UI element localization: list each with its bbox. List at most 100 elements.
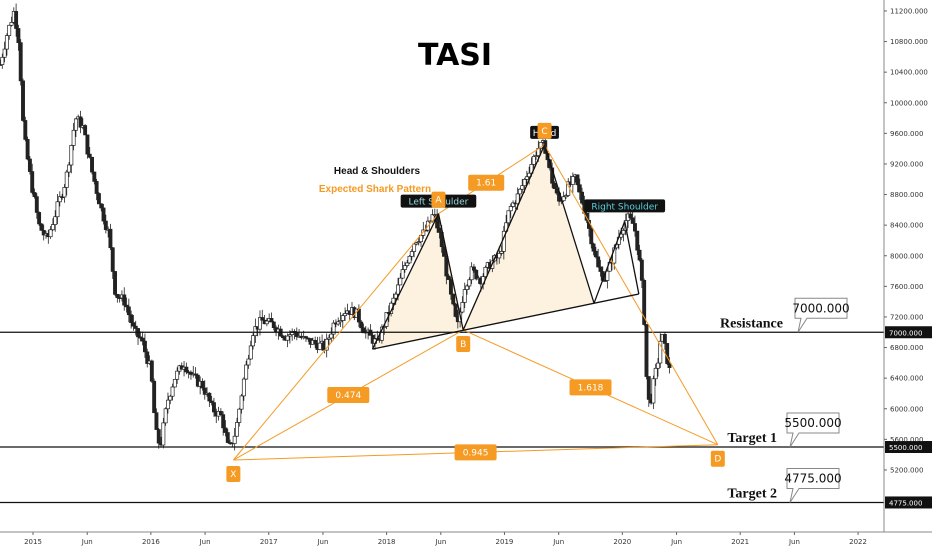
candle-body: [511, 202, 515, 207]
candle-body: [78, 116, 83, 128]
point-label-c: C: [541, 127, 547, 137]
candle-body: [598, 266, 603, 272]
y-tick-label: 5600.000: [890, 436, 923, 444]
candle-body: [515, 193, 520, 205]
candle-body: [448, 279, 453, 295]
candle-body: [402, 265, 407, 270]
x-tick-label: Jun: [670, 538, 682, 546]
x-tick-label: Jun: [199, 538, 211, 546]
candle-body: [161, 422, 166, 446]
candle-body: [469, 266, 474, 281]
y-tick-label: 6000.000: [890, 405, 923, 413]
candle-body: [324, 338, 329, 351]
candle-body: [331, 322, 336, 335]
y-tick-label: 8000.000: [890, 252, 923, 260]
candle-body: [184, 366, 189, 373]
candle-body: [589, 228, 594, 245]
candle-body: [271, 321, 276, 328]
candle-body: [336, 321, 341, 325]
candle-body: [412, 243, 417, 252]
candle-body: [212, 402, 216, 413]
candle-body: [591, 243, 596, 252]
candle-body: [237, 408, 242, 423]
candle-body: [340, 315, 345, 321]
candle-body: [140, 337, 145, 342]
candle-body: [0, 56, 5, 65]
y-tick-label: 10000.000: [890, 99, 928, 107]
x-tick-label: 2019: [496, 538, 514, 546]
candle-body: [195, 374, 200, 387]
candle-body: [269, 318, 274, 323]
y-tick-label: 9200.000: [890, 160, 923, 168]
candle-body: [57, 196, 62, 203]
candle-body: [21, 80, 25, 121]
candle-body: [635, 230, 640, 251]
level-callout-box: [786, 467, 840, 503]
candle-body: [165, 399, 170, 410]
y-tick-label: 7600.000: [890, 283, 923, 291]
point-marker-b: [456, 335, 471, 352]
level-label: Target 1: [727, 431, 777, 446]
candle-body: [605, 270, 610, 281]
x-tick-label: 2020: [613, 538, 631, 546]
candle-body: [50, 224, 55, 231]
y-tick-label: 6400.000: [890, 375, 923, 383]
point-label-d: D: [714, 455, 721, 465]
x-tick-label: Jun: [434, 538, 446, 546]
candle-body: [69, 145, 74, 166]
candle-body: [207, 392, 212, 402]
point-marker-d: [710, 450, 725, 467]
candle-body: [465, 285, 469, 290]
candle-body: [62, 187, 67, 198]
candle-body: [133, 325, 138, 329]
candle-body: [209, 400, 214, 403]
candle-body: [110, 247, 115, 272]
candle-body: [113, 271, 117, 295]
candle-body: [48, 229, 53, 238]
candle-body: [474, 269, 479, 280]
candle-body: [244, 364, 249, 380]
level-price-tag-text: 7000.000: [889, 329, 922, 337]
candle-body: [87, 153, 92, 158]
candle-body: [593, 250, 598, 258]
candle-body: [2, 48, 7, 58]
candle-body: [32, 192, 37, 197]
level-price-tag: [885, 326, 932, 339]
ratio-badge: [327, 386, 370, 403]
hs-line: [543, 144, 595, 304]
candle-body: [16, 28, 21, 44]
candle-body: [258, 317, 262, 330]
candle-body: [41, 229, 46, 236]
candle-body: [359, 321, 364, 329]
candle-body: [154, 412, 159, 430]
candle-body: [96, 193, 101, 205]
right-shoulder-label-box: [584, 199, 666, 213]
hs-line: [593, 221, 626, 304]
candle-body: [517, 188, 522, 195]
candle-body: [239, 395, 244, 410]
candle-body: [172, 378, 177, 388]
candle-body: [646, 376, 651, 400]
candle-body: [522, 179, 527, 187]
candle-body: [138, 336, 143, 339]
candle-body: [534, 155, 538, 157]
candle-body: [142, 340, 147, 353]
candle-body: [462, 289, 467, 303]
candle-body: [163, 408, 168, 424]
ratio-label: 0.474: [335, 391, 361, 401]
candle-body: [437, 227, 442, 233]
level-price-tag: [885, 441, 932, 453]
candle-body: [170, 386, 175, 397]
candle-body: [175, 370, 180, 380]
candle-body: [156, 429, 161, 444]
y-tick-label: 7200.000: [890, 313, 923, 321]
candle-body: [85, 134, 90, 155]
candle-body: [538, 141, 543, 149]
candle-body: [260, 317, 265, 321]
head-triangle-fill: [463, 144, 595, 330]
candle-body: [103, 220, 108, 230]
chart-title: TASI: [418, 38, 492, 73]
candle-body: [317, 342, 322, 350]
x-tick-label: 2018: [378, 538, 396, 546]
